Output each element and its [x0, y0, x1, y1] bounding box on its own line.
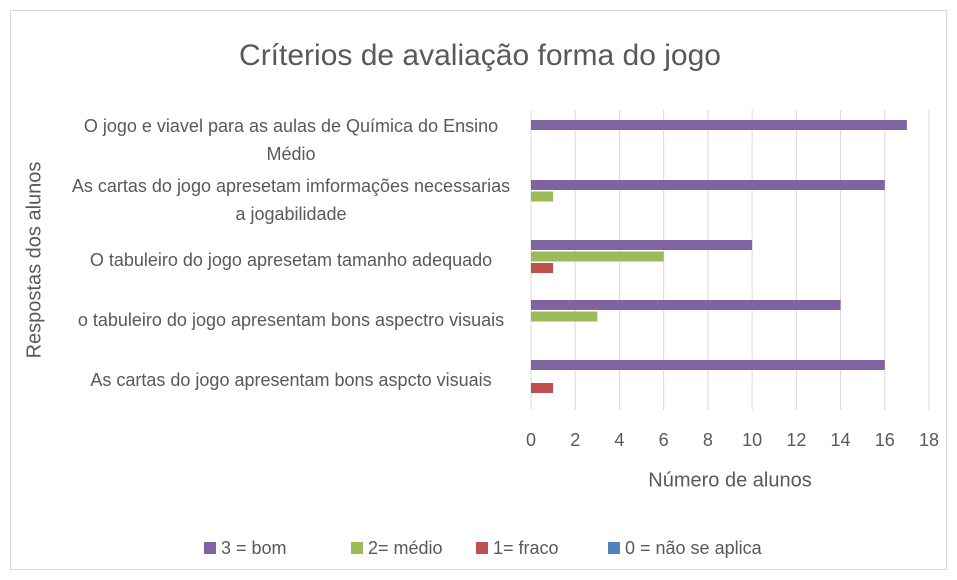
x-tick-label: 18 — [919, 430, 939, 450]
bar — [531, 263, 554, 273]
x-tick-label: 16 — [875, 430, 895, 450]
x-tick-label: 14 — [831, 430, 851, 450]
x-tick-label: 8 — [703, 430, 713, 450]
bar — [531, 251, 664, 262]
x-tick-label: 12 — [786, 430, 806, 450]
legend-swatch — [351, 542, 363, 554]
bar — [531, 311, 598, 322]
bar — [531, 180, 885, 190]
x-tick-label: 2 — [570, 430, 580, 450]
y-tick-label: As cartas do jogo apresentam bons aspcto… — [90, 370, 492, 390]
bar — [531, 191, 554, 202]
bar — [531, 360, 885, 370]
x-tick-label: 4 — [614, 430, 624, 450]
chart-title: Críterios de avaliação forma do jogo — [239, 39, 721, 72]
legend-label: 0 = não se aplica — [625, 538, 763, 558]
bar — [531, 300, 841, 310]
legend-swatch — [608, 542, 620, 554]
legend-swatch — [204, 542, 216, 554]
y-tick-label: As cartas do jogo apresetam imformações … — [71, 176, 511, 224]
legend-label: 3 = bom — [221, 538, 287, 558]
legend-label: 1= fraco — [493, 538, 559, 558]
y-tick-label: O tabuleiro do jogo apresetam tamanho ad… — [89, 250, 493, 270]
y-tick-label: O jogo e viavel para as aulas de Química… — [83, 116, 499, 164]
bar — [531, 120, 907, 130]
y-axis-label: Respostas dos alunos — [23, 162, 45, 359]
x-tick-label: 6 — [659, 430, 669, 450]
chart-border — [10, 10, 947, 570]
bar — [531, 383, 554, 393]
y-tick-label: o tabuleiro do jogo apresentam bons aspe… — [77, 310, 505, 330]
bar — [531, 240, 753, 250]
x-tick-label: 10 — [742, 430, 762, 450]
legend-label: 2= médio — [368, 538, 443, 558]
x-axis-label: Número de alunos — [648, 469, 811, 491]
legend-swatch — [476, 542, 488, 554]
x-tick-label: 0 — [526, 430, 536, 450]
